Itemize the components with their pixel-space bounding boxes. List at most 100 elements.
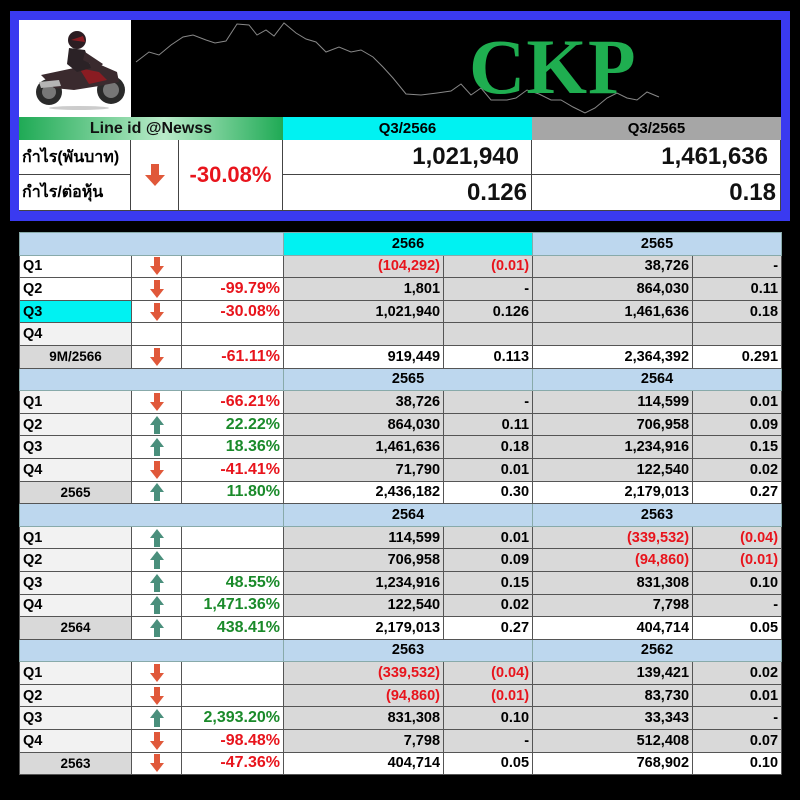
eps-value-a: -	[443, 729, 534, 753]
yoy-change: -66.21%	[180, 390, 285, 414]
quarter-row: Q2 706,958 0.09 (94,860) (0.01)	[19, 548, 783, 572]
eps-value-b: -	[692, 706, 783, 731]
eps-value-b: 0.27	[692, 480, 783, 505]
year-header-row: 2564 2563	[18, 503, 783, 527]
up-arrow-icon	[133, 528, 181, 547]
down-arrow-icon	[131, 140, 179, 211]
year-header-row: 2565 2564	[18, 367, 783, 392]
eps-value-b	[692, 322, 783, 346]
direction-cell	[131, 706, 182, 731]
quarter-row: Q2 22.22% 864,030 0.11 706,958 0.09	[19, 412, 783, 437]
profit-value-b: 33,343	[532, 706, 694, 731]
title-banner: CKP	[131, 20, 781, 117]
quarter-row: Q3 2,393.20% 831,308 0.10 33,343-	[19, 706, 783, 731]
year-header-a: 2563	[283, 638, 534, 663]
change-percent: -30.08%	[179, 140, 283, 211]
direction-cell	[131, 570, 182, 595]
year-header-blank	[18, 638, 285, 663]
eps-value-b: 0.07	[692, 729, 783, 753]
up-arrow-icon	[133, 709, 181, 728]
profit-value-a	[283, 322, 445, 346]
profit-value-b: 139,421	[532, 661, 694, 685]
down-arrow-icon	[133, 347, 181, 366]
period-label: Q4	[19, 593, 132, 618]
year-header-blank	[18, 503, 285, 527]
period-label: Q2	[19, 277, 132, 301]
up-arrow-icon	[133, 596, 181, 615]
direction-cell	[131, 390, 182, 414]
profit-value-b: 114,599	[532, 390, 694, 414]
price-sparkline	[135, 22, 660, 114]
down-arrow-icon	[133, 731, 181, 750]
yoy-change: -61.11%	[180, 344, 285, 369]
profit-value-a: 38,726	[283, 390, 445, 414]
eps-value-a: 0.05	[443, 751, 534, 776]
eps-value-a: 0.15	[443, 570, 534, 595]
direction-cell	[131, 525, 182, 550]
eps-value-a: -	[443, 390, 534, 414]
year-header-blank	[18, 367, 285, 392]
profit-value-b: 2,364,392	[532, 344, 694, 369]
profit-value-b: 1,461,636	[532, 299, 694, 324]
previous-period-header: Q3/2565	[532, 117, 781, 140]
yoy-change: -41.41%	[180, 457, 285, 482]
eps-value-a: 0.09	[443, 548, 534, 572]
profit-value-a: 71,790	[283, 457, 445, 482]
direction-cell	[131, 344, 182, 369]
up-arrow-icon	[133, 551, 181, 570]
period-label: Q1	[19, 525, 132, 550]
profit-value-b	[532, 322, 694, 346]
yoy-change	[180, 548, 285, 572]
profit-value-a: (339,532)	[283, 661, 445, 685]
yoy-change: 11.80%	[180, 480, 285, 505]
yoy-change: 438.41%	[180, 616, 285, 640]
down-arrow-icon	[133, 279, 181, 298]
year-header-b: 2565	[532, 232, 783, 256]
quarter-row: Q1 (104,292) (0.01) 38,726-	[19, 254, 783, 279]
profit-value-a: 404,714	[283, 751, 445, 776]
eps-value-b: 0.09	[692, 412, 783, 437]
eps-value-a: (0.01)	[443, 683, 534, 708]
eps-value-a: 0.01	[443, 457, 534, 482]
up-arrow-icon	[133, 573, 181, 592]
profit-value-b: 831,308	[532, 570, 694, 595]
eps-value-b: 0.18	[692, 299, 783, 324]
eps-value-b: (0.04)	[692, 525, 783, 550]
quarter-row: Q1 114,599 0.01 (339,532) (0.04)	[19, 525, 783, 550]
profit-value-b: 1,234,916	[532, 435, 694, 459]
up-arrow-icon	[133, 483, 181, 502]
total-row: 2564 438.41% 2,179,013 0.27 404,714 0.05	[19, 616, 783, 640]
year-header-b: 2564	[532, 367, 783, 392]
ticker-symbol: CKP	[469, 23, 637, 110]
period-label: Q4	[19, 322, 132, 346]
period-label: Q1	[19, 254, 132, 279]
yoy-change: 48.55%	[180, 570, 285, 595]
quarter-row: Q4 -41.41% 71,790 0.01 122,540 0.02	[19, 457, 783, 482]
eps-value-a: 0.11	[443, 412, 534, 437]
period-label: Q4	[19, 729, 132, 753]
total-row: 9M/2566 -61.11% 919,449 0.113 2,364,392 0.291	[19, 344, 783, 369]
header-panel: CKP Line id @Newss Q3/2566 Q3/2565 กำไร(…	[19, 20, 781, 211]
direction-cell	[131, 435, 182, 459]
profit-value-a: 2,179,013	[283, 616, 445, 640]
year-header-blank	[18, 232, 285, 256]
direction-cell	[131, 593, 182, 618]
yoy-change: -99.79%	[180, 277, 285, 301]
eps-value-b: 0.10	[692, 751, 783, 776]
up-arrow-icon	[133, 438, 181, 457]
profit-value-a: 1,461,636	[283, 435, 445, 459]
line-id-label: Line id @Newss	[19, 117, 283, 140]
profit-value-b: 512,408	[532, 729, 694, 753]
profit-value-b: 768,902	[532, 751, 694, 776]
year-header-row: 2563 2562	[18, 638, 783, 663]
yoy-change: -98.48%	[180, 729, 285, 753]
profit-value-b: 864,030	[532, 277, 694, 301]
eps-value-b: 0.291	[692, 344, 783, 369]
direction-cell	[131, 322, 182, 346]
direction-cell	[131, 751, 182, 776]
direction-cell	[131, 616, 182, 640]
period-label: Q3	[19, 435, 132, 459]
down-arrow-icon	[133, 460, 181, 479]
direction-cell	[131, 548, 182, 572]
profit-value-a: (94,860)	[283, 683, 445, 708]
